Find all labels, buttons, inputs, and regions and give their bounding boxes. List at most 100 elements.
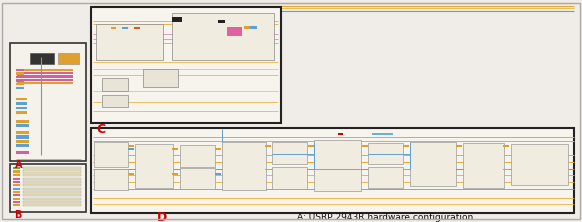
Text: A: A (15, 160, 22, 170)
Bar (13, 188, 20, 190)
Bar (272, 166, 307, 189)
Bar (180, 145, 215, 166)
Bar (13, 170, 20, 173)
Bar (111, 27, 116, 29)
Bar (16, 131, 29, 134)
Bar (180, 168, 215, 189)
Bar (23, 191, 81, 193)
Bar (308, 145, 314, 147)
Bar (403, 145, 409, 147)
Bar (215, 173, 221, 175)
Bar (16, 120, 29, 123)
Bar (134, 27, 140, 29)
Bar (17, 79, 73, 81)
Text: D: D (157, 211, 168, 222)
Bar (143, 69, 178, 87)
Bar (368, 166, 403, 188)
Text: C: C (96, 123, 105, 136)
Bar (16, 83, 24, 85)
Bar (23, 184, 81, 186)
Bar (13, 201, 20, 203)
Bar (172, 173, 178, 175)
Bar (362, 145, 368, 147)
Bar (244, 26, 251, 29)
Text: B: B (15, 210, 22, 220)
Bar (16, 72, 24, 75)
Bar (13, 191, 20, 193)
Bar (410, 142, 456, 186)
Bar (463, 143, 504, 188)
Bar (17, 72, 73, 74)
Bar (16, 107, 27, 109)
Bar (23, 194, 81, 196)
Bar (215, 148, 221, 150)
Bar (372, 133, 393, 135)
Bar (13, 184, 20, 186)
Bar (456, 169, 462, 170)
Bar (16, 87, 24, 89)
Bar (128, 145, 134, 147)
Bar (272, 142, 307, 164)
Bar (16, 102, 27, 105)
Bar (172, 148, 178, 150)
Bar (16, 144, 29, 147)
Bar (23, 170, 81, 173)
Bar (503, 169, 509, 170)
Bar (511, 144, 568, 185)
Bar (102, 95, 128, 107)
Bar (96, 24, 163, 60)
Bar (23, 204, 81, 206)
Bar (13, 178, 20, 180)
Bar (17, 75, 73, 78)
Bar (135, 144, 173, 188)
Bar (338, 133, 343, 135)
Bar (91, 128, 574, 213)
Bar (172, 17, 182, 22)
Bar (23, 174, 81, 176)
Bar (23, 178, 81, 180)
Bar (16, 135, 29, 139)
Bar (17, 69, 73, 71)
Bar (13, 174, 20, 176)
Bar (94, 169, 128, 190)
Bar (16, 76, 24, 78)
Bar (265, 145, 271, 147)
Bar (17, 82, 73, 84)
Bar (250, 26, 257, 29)
Bar (222, 142, 266, 190)
Bar (23, 188, 81, 190)
Bar (102, 78, 128, 91)
Bar (23, 167, 81, 169)
Bar (13, 167, 20, 169)
Bar (456, 145, 462, 147)
Bar (128, 148, 134, 150)
Bar (128, 173, 134, 175)
Bar (16, 151, 29, 154)
Bar (13, 204, 20, 206)
Bar (218, 20, 225, 23)
Bar (10, 164, 86, 212)
Bar (13, 181, 20, 183)
Bar (308, 169, 314, 170)
Bar (368, 143, 403, 164)
Bar (362, 169, 368, 170)
Bar (23, 181, 81, 183)
Bar (58, 53, 79, 64)
Bar (10, 43, 86, 161)
Bar (30, 53, 54, 64)
Bar (403, 169, 409, 170)
Bar (23, 198, 81, 200)
Bar (23, 201, 81, 203)
Bar (16, 140, 29, 143)
Bar (13, 198, 20, 200)
Text: A: USRP 2943R hardware configuration: A: USRP 2943R hardware configuration (297, 213, 473, 222)
Bar (16, 98, 27, 100)
Bar (314, 140, 361, 191)
Bar (265, 169, 271, 170)
Bar (503, 145, 509, 147)
Bar (16, 124, 29, 127)
Bar (227, 27, 242, 36)
Bar (94, 142, 128, 166)
Bar (122, 27, 128, 29)
Bar (16, 111, 27, 114)
